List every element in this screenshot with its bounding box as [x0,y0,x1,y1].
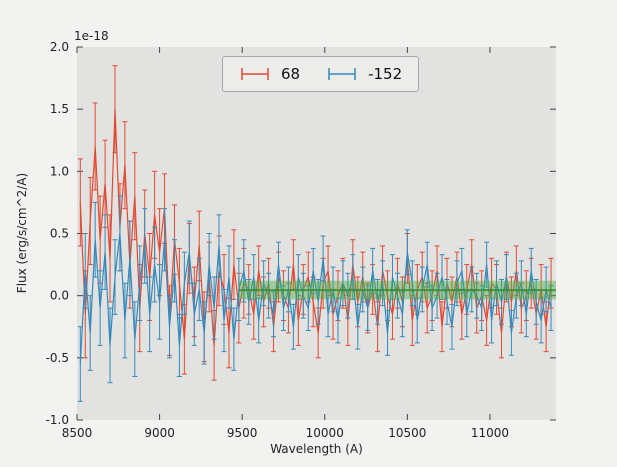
x-tick-label: 10000 [306,426,344,440]
errorbar-series--152 [77,195,554,402]
x-tick-label: 8500 [62,426,93,440]
y-axis-label: Flux (erg/s/cm^2/A) [15,172,29,294]
y-tick-label: 0.0 [50,289,69,303]
x-tick-label: 10500 [388,426,426,440]
legend-label-minus152: -152 [368,65,403,83]
legend-entry-68: 68 [239,65,300,83]
x-axis-label: Wavelength (A) [270,442,363,456]
errorbar-glyph-red [241,68,269,80]
x-tick-label: 9000 [144,426,175,440]
y-tick-label: -0.5 [46,351,69,365]
legend-label-68: 68 [281,65,301,83]
y-tick-label: 1.5 [50,102,69,116]
y-tick-label: -1.0 [46,413,69,427]
legend-entry-minus152: -152 [326,65,402,83]
errorbar-glyph-blue [328,68,356,80]
x-tick-label: 11000 [471,426,509,440]
x-tick-label: 9500 [227,426,258,440]
y-axis-offset-text: 1e-18 [74,29,109,43]
y-tick-label: 1.0 [50,164,69,178]
y-tick-label: 0.5 [50,227,69,241]
y-tick-label: 2.0 [50,40,69,54]
legend: 68 -152 [222,56,420,92]
